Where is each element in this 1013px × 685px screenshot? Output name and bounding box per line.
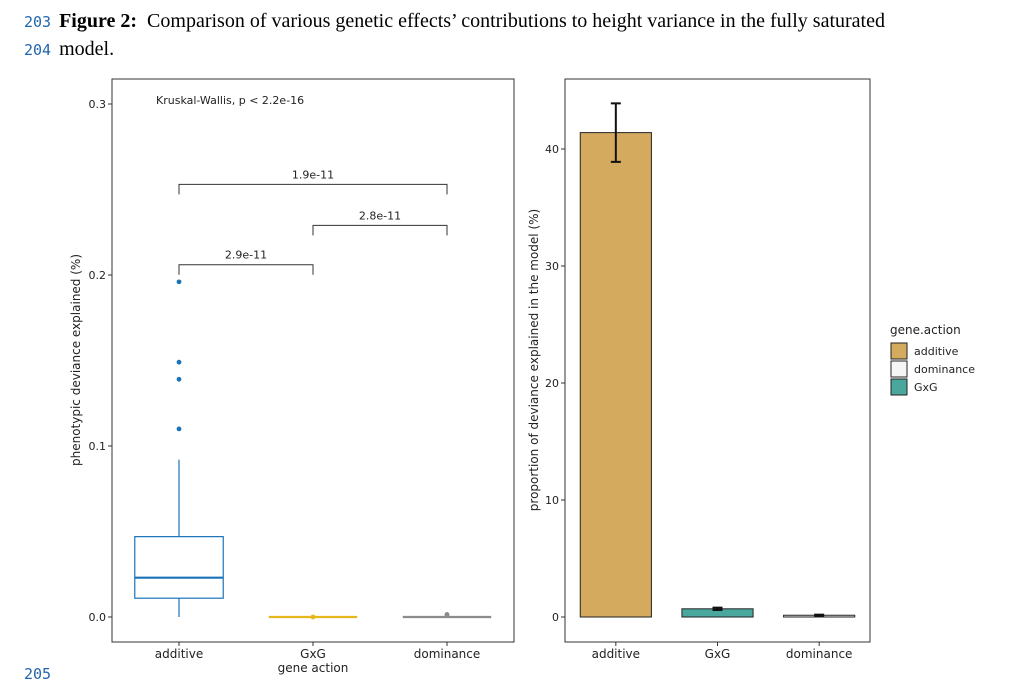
x-tick-label: GxG [705, 647, 731, 661]
box [134, 536, 224, 599]
y-tick-label: 0.2 [89, 269, 107, 282]
legend-entry-label: GxG [914, 381, 938, 394]
p-value-label: 2.9e-11 [225, 249, 267, 262]
barchart-panel: 0 10 20 30 40 additive GxG dominance proportio… [527, 78, 871, 661]
bracket [312, 224, 448, 236]
barchart-y-axis: 0 10 20 30 40 [545, 143, 565, 624]
caption-text: Comparison of various genetic effects’ c… [147, 10, 885, 32]
bar [579, 132, 652, 618]
x-tick-label: additive [592, 647, 640, 661]
outlier-point [176, 426, 182, 432]
bracket [178, 264, 314, 275]
y-tick-label: 10 [545, 494, 559, 507]
x-tick-label: GxG [300, 647, 326, 661]
legend-entry-label: dominance [914, 363, 975, 376]
outlier-point [310, 614, 316, 620]
y-tick-label: 20 [545, 377, 559, 390]
barchart-x-axis: additive GxG dominance [592, 642, 853, 661]
legend-title: gene.action [890, 323, 961, 337]
legend-swatch [890, 360, 908, 378]
legend-swatch [890, 342, 908, 360]
y-tick-label: 40 [545, 143, 559, 156]
legend-items: additive dominance GxG [890, 342, 975, 396]
boxplot-marks [134, 279, 492, 620]
p-value-label: 2.8e-11 [359, 209, 401, 222]
legend-entry-label: additive [914, 345, 959, 358]
outlier-point [176, 279, 182, 285]
y-tick-label: 30 [545, 260, 559, 273]
legend-swatch [890, 378, 908, 396]
x-tick-label: dominance [414, 647, 481, 661]
legend: gene.action additive dominance GxG [890, 323, 975, 396]
x-tick-label: dominance [786, 647, 853, 661]
boxplot-panel: 0.0 0.1 0.2 0.3 additive GxG dominance 1.9e-1… [69, 78, 515, 675]
barchart-marks [579, 102, 856, 618]
y-tick-label: 0.0 [89, 611, 107, 624]
outlier-point [176, 359, 182, 365]
x-tick-label: additive [155, 647, 203, 661]
figure-label: Figure 2: [59, 10, 138, 32]
outlier-point [444, 612, 450, 617]
caption-line-1: 203 Figure 2: Comparison of various genet… [24, 10, 885, 33]
outlier-point [176, 376, 182, 382]
kruskal-annotation: Kruskal-Wallis, p < 2.2e-16 [156, 94, 304, 107]
boxplot-x-axis: additive GxG dominance [155, 642, 480, 661]
boxplot-y-axis: 0.0 0.1 0.2 0.3 [89, 98, 112, 624]
y-tick-label: 0.3 [89, 98, 107, 111]
significance-brackets: 1.9e-11 2.8e-11 2.9e-11 [178, 168, 448, 275]
caption-line-2: 204 model. [24, 38, 114, 61]
y-tick-label: 0.1 [89, 440, 107, 453]
caption-text: model. [59, 38, 115, 60]
p-value-label: 1.9e-11 [292, 168, 334, 181]
bracket [178, 183, 448, 195]
boxplot-y-label: phenotypic deviance explained (%) [69, 254, 83, 466]
barchart-y-label: proportion of deviance explained in the … [527, 209, 541, 511]
y-tick-label: 0 [552, 611, 559, 624]
line-number: 204 [24, 41, 52, 59]
boxplot-x-label: gene action [278, 661, 349, 675]
line-number: 203 [24, 13, 52, 31]
